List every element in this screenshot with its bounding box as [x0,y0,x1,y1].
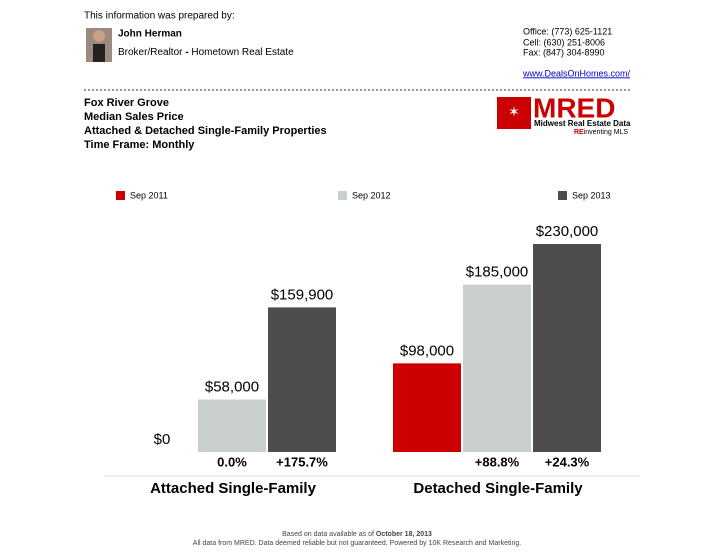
bar [533,244,601,452]
agent-role: Broker/Realtor [118,47,183,58]
change-label: +175.7% [276,454,328,469]
separator: - [182,47,191,58]
legend-swatch [338,191,347,200]
bar [198,399,266,452]
legend-label: Sep 2011 [130,190,168,200]
legend-swatch [558,191,567,200]
cell-phone: Cell: (630) 251-8006 [523,37,605,47]
report-metric: Median Sales Price [84,111,184,123]
bar [463,284,531,452]
footer-based-on: Based on data available as of October 18… [282,531,432,538]
legend-label: Sep 2013 [572,190,611,200]
change-label: +24.3% [545,454,590,469]
value-label: $98,000 [400,342,454,359]
value-label: $0 [154,431,171,448]
report-time-frame: Time Frame: Monthly [84,139,195,151]
value-label: $230,000 [536,223,599,240]
logo-mark [497,97,531,129]
agent-photo-face [93,30,105,42]
logo-slogan: REinventing MLS [574,129,628,136]
category-label: Attached Single-Family [150,480,317,497]
category-label: Detached Single-Family [413,480,583,497]
change-label: +88.8% [475,454,520,469]
fax: Fax: (847) 304-8990 [523,47,605,57]
chart: Sep 2011 Sep 2012 Sep 2013 Attached Single-… [116,190,611,497]
logo-star: ✶ [508,104,520,120]
footer-based-on-text: Based on data available as of [282,531,374,538]
agent-photo-suit [93,44,105,62]
prepared-by: This information was prepared by: [84,11,235,22]
agent-company: Hometown Real Estate [191,47,294,58]
footer-date: October 18, 2013 [376,531,432,538]
legend-swatch [116,191,125,200]
value-label: $58,000 [205,379,259,396]
agent-name: John Herman [118,29,182,40]
value-label: $159,900 [271,286,334,303]
logo-name: MRED [533,92,615,123]
website-link[interactable]: www.DealsOnHomes.com/ [522,68,631,78]
office-phone: Office: (773) 625-1121 [523,26,612,36]
value-label: $185,000 [466,264,529,281]
legend-label: Sep 2012 [352,190,391,200]
report-properties: Attached & Detached Single-Family Proper… [84,125,327,137]
footer-disclaimer: All data from MRED. Data deemed reliable… [193,540,521,547]
agent-title: Broker/Realtor - Hometown Real Estate [118,47,294,58]
logo-slogan-rest: inventing MLS [584,129,629,136]
bar [393,363,461,452]
change-label: 0.0% [217,454,247,469]
logo-tagline: Midwest Real Estate Data [534,119,631,128]
report-area: Fox River Grove [84,97,169,109]
bar [268,307,336,452]
logo-slogan-re: RE [574,129,584,136]
